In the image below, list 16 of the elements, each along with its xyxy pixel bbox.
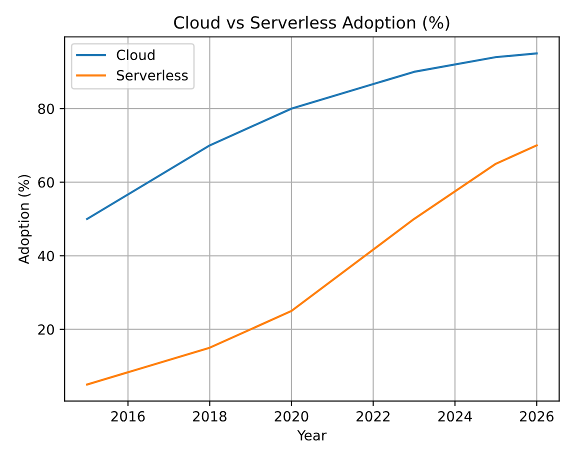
x-axis-title: Year (297, 430, 327, 441)
legend-label: Cloud (116, 49, 154, 60)
x-tick-label: 2016 (111, 411, 145, 422)
legend-label: Serverless (116, 70, 188, 81)
x-tick-label: 2020 (274, 411, 308, 422)
y-tick-label: 40 (38, 250, 54, 262)
x-tick-label: 2026 (520, 411, 554, 422)
y-tick-label: 80 (38, 104, 54, 114)
x-tick-label: 2024 (438, 411, 472, 422)
y-tick-label: 20 (38, 324, 54, 335)
x-tick-label: 2022 (356, 411, 390, 422)
y-tick-label: 60 (38, 177, 54, 188)
y-axis-title: Adoption (%) (18, 174, 32, 264)
x-tick-label: 2018 (193, 411, 226, 422)
line-series (86, 144, 538, 386)
chart-title: Cloud vs Serverless Adoption (%) (174, 16, 450, 32)
